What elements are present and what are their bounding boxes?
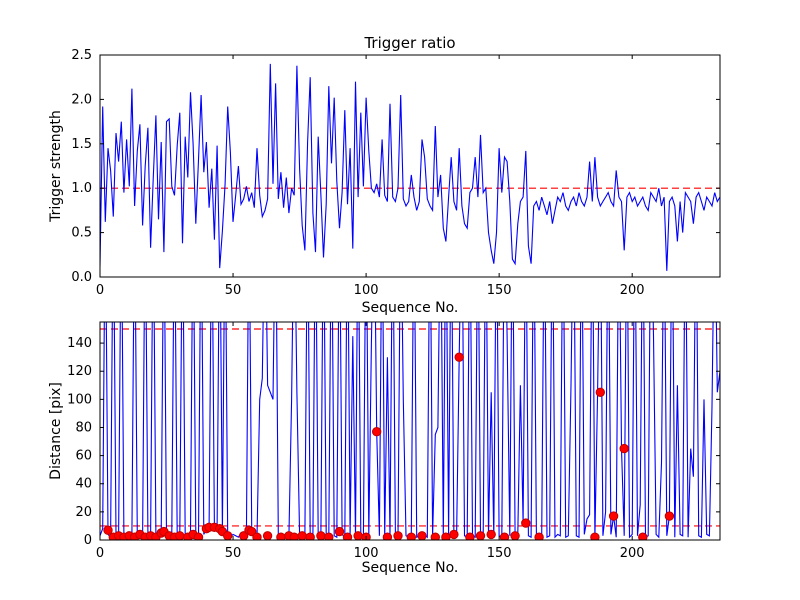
match-marker bbox=[193, 532, 204, 540]
match-marker bbox=[454, 352, 464, 362]
x-tick-label: 50 bbox=[225, 283, 242, 298]
axes-frame bbox=[99, 321, 721, 541]
match-marker bbox=[638, 532, 648, 540]
y-tick-label: 40 bbox=[75, 477, 92, 492]
y-tick-label: 120 bbox=[67, 364, 92, 379]
x-tick-label: 150 bbox=[487, 546, 512, 561]
y-tick-label: 80 bbox=[75, 420, 92, 435]
match-marker bbox=[393, 531, 403, 540]
match-marker bbox=[247, 526, 257, 537]
match-marker bbox=[608, 511, 619, 521]
y-tick-label: 0.5 bbox=[71, 226, 92, 241]
match-marker bbox=[223, 531, 233, 540]
top-y-axis-label: Trigger strength bbox=[48, 110, 64, 222]
x-tick-label: 50 bbox=[225, 546, 242, 561]
match-marker bbox=[595, 387, 605, 397]
subplot-1-plot-area bbox=[100, 322, 720, 540]
y-tick-label: 0 bbox=[84, 533, 92, 548]
match-marker bbox=[499, 532, 510, 540]
match-marker bbox=[262, 531, 273, 540]
match-marker bbox=[534, 532, 544, 540]
y-tick-label: 60 bbox=[75, 449, 92, 464]
x-tick-label: 200 bbox=[620, 546, 645, 561]
match-marker bbox=[342, 532, 353, 540]
trigger-strength-line bbox=[100, 63, 720, 271]
y-tick-label: 100 bbox=[67, 392, 92, 407]
match-marker bbox=[486, 529, 496, 540]
subplot-0-plot-area bbox=[100, 63, 720, 271]
match-marker bbox=[465, 532, 475, 540]
match-marker bbox=[441, 532, 451, 540]
y-tick-label: 140 bbox=[67, 336, 92, 351]
match-marker bbox=[417, 531, 427, 540]
match-marker bbox=[334, 526, 345, 537]
y-tick-label: 2.0 bbox=[71, 92, 92, 107]
x-tick-label: 100 bbox=[354, 283, 379, 298]
y-tick-label: 2.5 bbox=[71, 48, 92, 63]
x-tick-label: 150 bbox=[487, 283, 512, 298]
y-tick-label: 1.0 bbox=[71, 181, 92, 196]
match-marker bbox=[175, 531, 185, 540]
match-marker bbox=[353, 531, 363, 540]
bottom-y-axis-label: Distance [pix] bbox=[48, 382, 64, 480]
match-marker bbox=[521, 518, 531, 528]
match-marker bbox=[590, 532, 600, 540]
match-marker bbox=[324, 532, 334, 540]
y-tick-label: 1.5 bbox=[71, 137, 92, 152]
match-marker bbox=[475, 531, 486, 540]
match-marker bbox=[297, 531, 307, 540]
y-tick-label: 20 bbox=[75, 505, 92, 520]
match-marker bbox=[510, 531, 520, 540]
match-marker bbox=[103, 525, 113, 535]
x-tick-label: 200 bbox=[620, 283, 645, 298]
match-marker bbox=[619, 443, 629, 454]
x-tick-label: 0 bbox=[96, 546, 104, 561]
x-tick-label: 100 bbox=[354, 546, 379, 561]
match-marker bbox=[664, 511, 675, 521]
match-marker bbox=[382, 532, 393, 540]
match-marker bbox=[430, 532, 440, 540]
y-tick-label: 0.0 bbox=[71, 270, 92, 285]
axes-frame bbox=[99, 54, 721, 278]
x-tick-label: 0 bbox=[96, 283, 104, 298]
match-marker bbox=[372, 427, 382, 437]
bottom-x-axis-label: Sequence No. bbox=[361, 560, 459, 576]
distance-line bbox=[100, 322, 720, 539]
match-marker bbox=[406, 532, 416, 540]
match-marker bbox=[449, 529, 459, 540]
match-marker bbox=[252, 532, 262, 540]
match-marker bbox=[316, 531, 326, 540]
top-x-axis-label: Sequence No. bbox=[361, 300, 459, 316]
match-marker bbox=[305, 532, 315, 540]
top-chart-title: Trigger ratio bbox=[364, 34, 456, 52]
